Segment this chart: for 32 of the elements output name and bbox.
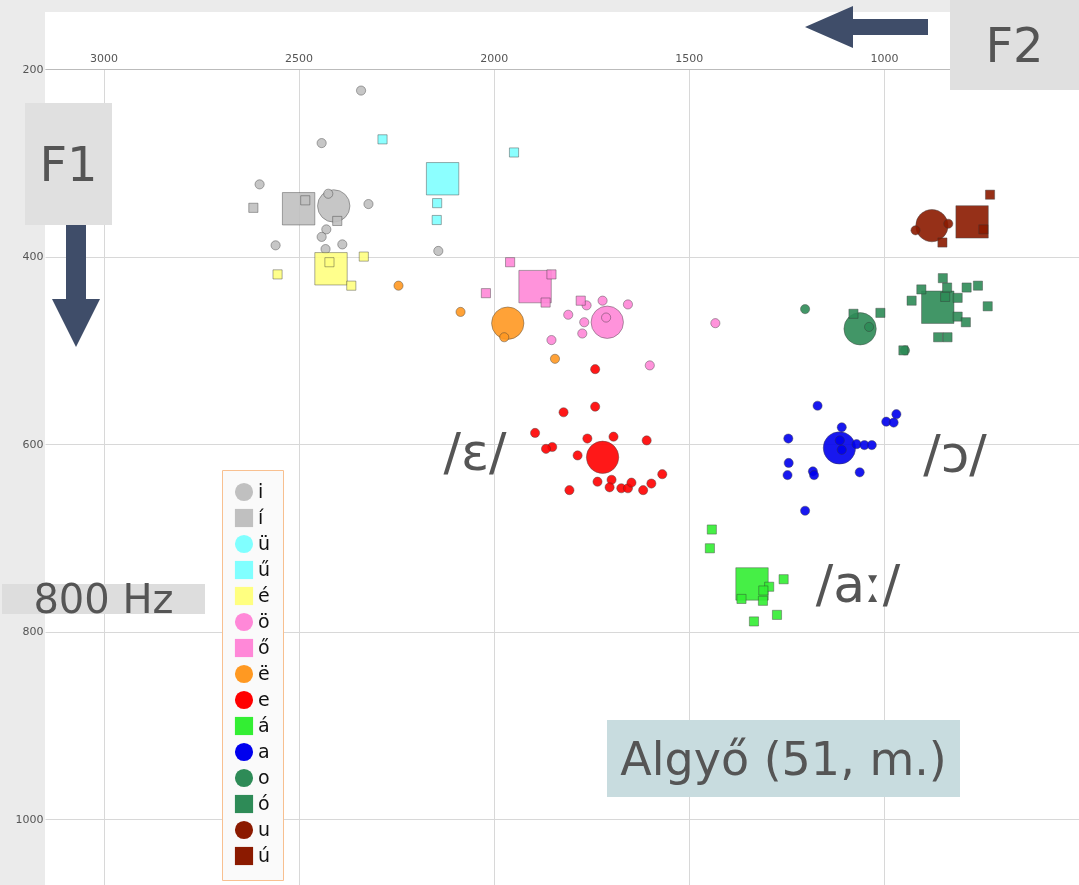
legend-label: á: [258, 714, 270, 736]
legend-label: ë: [258, 662, 270, 684]
legend-label: e: [258, 688, 270, 710]
y-tick-label: 600: [22, 437, 44, 451]
y-tick-label: 400: [22, 250, 44, 264]
legend-label: é: [258, 584, 270, 606]
legend-label: ú: [258, 844, 271, 866]
legend-label: ö: [258, 610, 270, 632]
annotation: Algyő (51, m.): [607, 720, 960, 797]
legend-label: u: [258, 818, 271, 840]
annotation: F1: [25, 103, 112, 225]
legend-label: í: [258, 506, 264, 528]
x-tick-label: 3000: [90, 51, 119, 65]
x-tick-label: 1500: [675, 51, 704, 65]
x-tick-label: 1000: [870, 51, 899, 65]
legend-label: ó: [258, 792, 270, 814]
annotation: F2: [950, 0, 1079, 90]
x-tick-label: 2000: [480, 51, 509, 65]
x-tick-label: 2500: [285, 51, 314, 65]
legend-label: a: [258, 740, 270, 762]
annotation: /ɔ/: [922, 423, 988, 486]
annotation: 800 Hz: [32, 576, 175, 622]
legend-label: ő: [258, 636, 270, 658]
annotation: /ɛ/: [442, 421, 508, 484]
legend-label: i: [258, 480, 264, 502]
y-tick-label: 1000: [15, 812, 44, 826]
annotation: /aː/: [814, 553, 902, 616]
legend-label: ű: [258, 558, 271, 580]
y-tick-label: 200: [22, 62, 44, 76]
legend-label: o: [258, 766, 270, 788]
legend-label: ü: [258, 532, 271, 554]
y-tick-label: 800: [22, 625, 44, 639]
